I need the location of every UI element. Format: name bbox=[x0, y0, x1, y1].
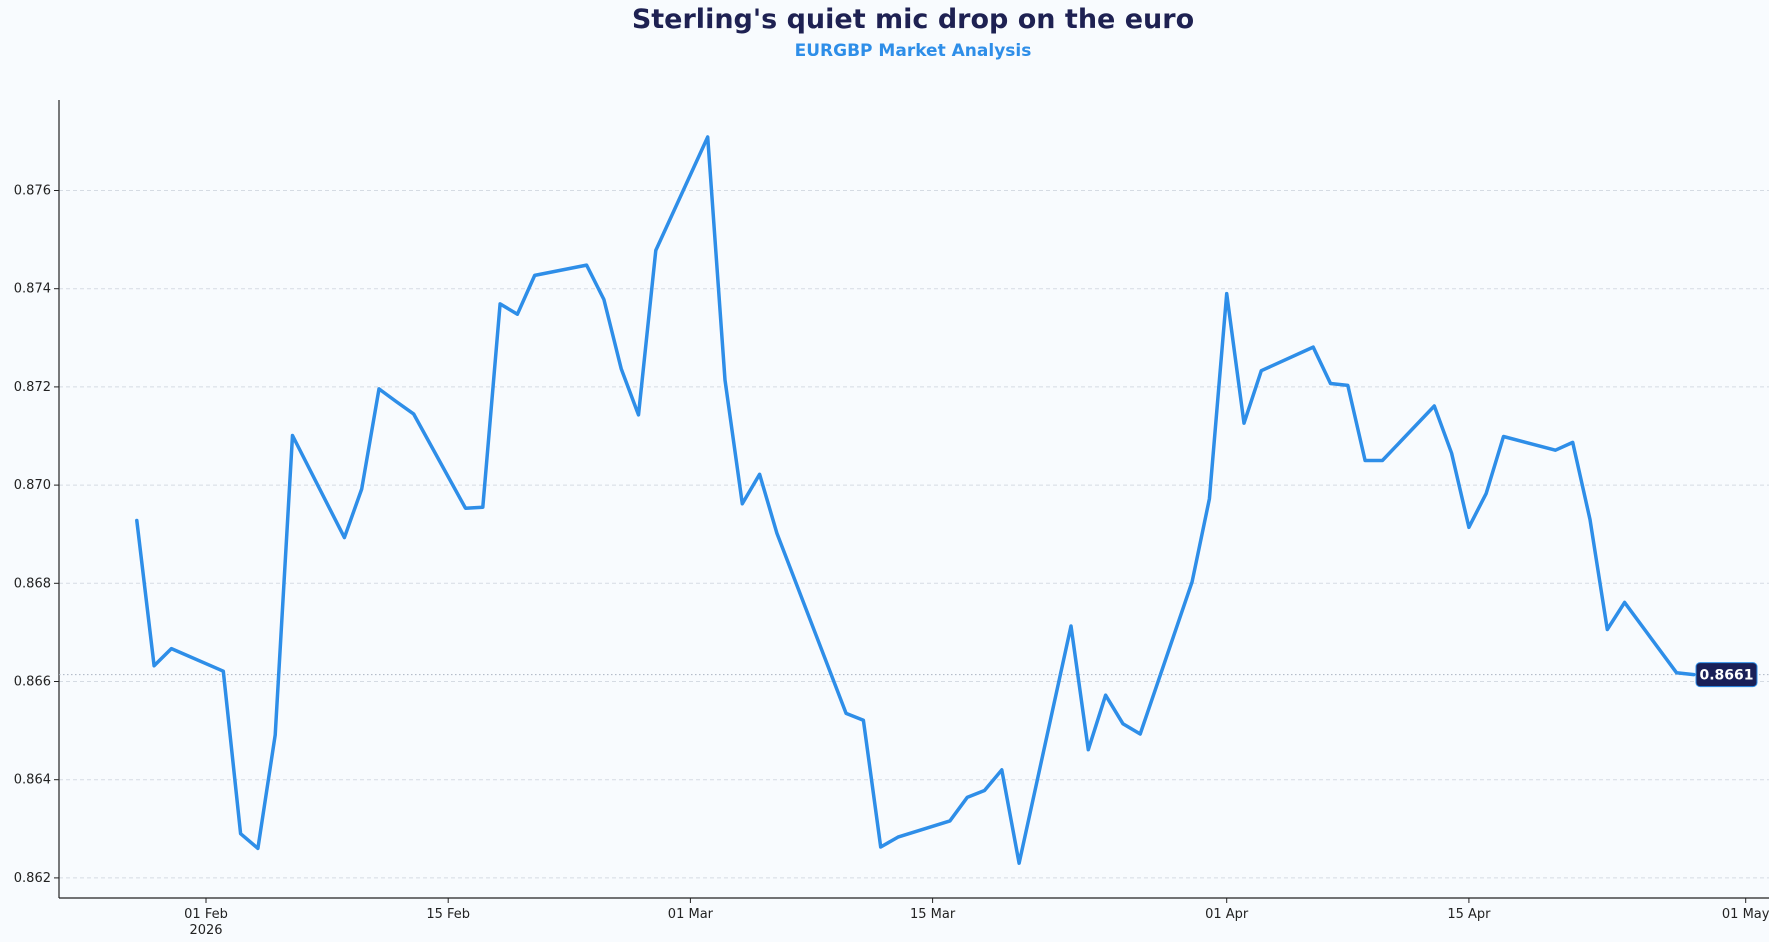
last-value-label: 0.8661 bbox=[1699, 668, 1753, 684]
x-tick-label: 01 Feb bbox=[184, 907, 228, 922]
x-tick-label: 01 May bbox=[1722, 907, 1769, 922]
y-tick-label: 0.866 bbox=[14, 675, 51, 690]
last-value-badge bbox=[1695, 662, 1758, 688]
chart-title: Sterling's quiet mic drop on the euro bbox=[631, 4, 1195, 35]
y-tick-label: 0.872 bbox=[14, 380, 51, 395]
y-tick-label: 0.874 bbox=[14, 282, 51, 297]
y-tick-label: 0.870 bbox=[14, 478, 51, 493]
y-tick-label: 0.876 bbox=[14, 184, 51, 199]
x-tick-label: 01 Apr bbox=[1205, 907, 1249, 922]
y-tick-label: 0.862 bbox=[14, 871, 51, 886]
eurgbp-line bbox=[135, 135, 1696, 865]
x-tick-sublabel: 2026 bbox=[189, 923, 222, 938]
y-tick-label: 0.864 bbox=[14, 773, 51, 788]
x-tick-label: 15 Apr bbox=[1447, 907, 1491, 922]
x-tick-label: 15 Feb bbox=[426, 907, 470, 922]
x-tick-label: 01 Mar bbox=[668, 907, 714, 922]
chart-subtitle: EURGBP Market Analysis bbox=[794, 41, 1032, 61]
y-tick-label: 0.868 bbox=[14, 576, 51, 591]
x-tick-label: 15 Mar bbox=[910, 907, 956, 922]
